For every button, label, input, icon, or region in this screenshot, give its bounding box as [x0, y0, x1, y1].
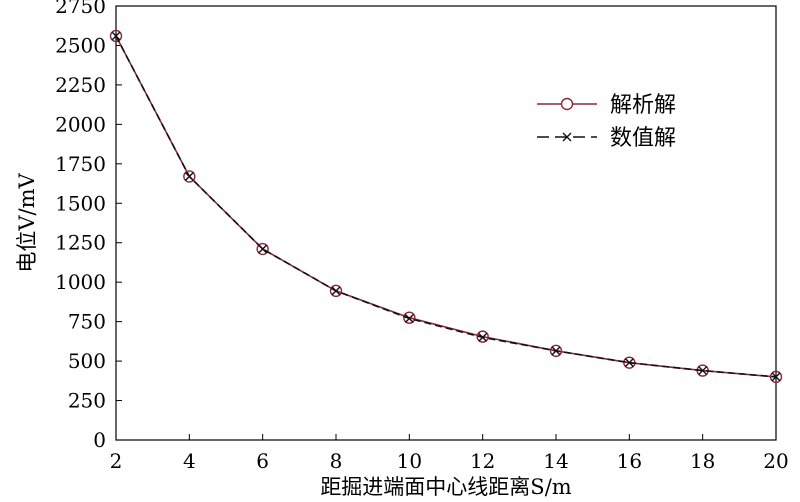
x-marker	[478, 332, 488, 342]
circle-marker	[109, 29, 123, 43]
x-tick-label: 6	[256, 449, 269, 473]
series-line-2	[115, 35, 777, 378]
circle-marker	[256, 242, 269, 256]
x-tick-label: 2	[110, 449, 123, 473]
legend-x-marker	[562, 132, 572, 142]
x-marker	[184, 171, 194, 181]
circle-marker	[476, 330, 489, 343]
y-tick-label: 2500	[55, 33, 106, 57]
circle-marker	[769, 370, 783, 384]
x-marker	[698, 366, 708, 376]
x-marker	[258, 244, 268, 254]
x-tick-label: 14	[543, 449, 568, 473]
circle-marker	[403, 311, 416, 324]
x-tick-label: 8	[330, 449, 343, 473]
x-marker	[771, 372, 781, 382]
legend-label-2: 数值解	[610, 126, 676, 151]
circle-marker	[329, 284, 343, 298]
y-tick-label: 2250	[55, 73, 106, 97]
legend-circle-marker	[560, 97, 574, 111]
y-axis-title: 电位V/mV	[15, 173, 39, 273]
circle-marker	[183, 170, 196, 183]
series-layer	[109, 29, 783, 384]
x-tick-label: 4	[183, 449, 196, 473]
x-marker	[551, 346, 561, 356]
y-tick-label: 1000	[55, 270, 106, 294]
x-tick-label: 16	[617, 449, 642, 473]
y-tick-label: 1250	[55, 231, 106, 255]
x-marker	[331, 286, 341, 296]
y-tick-label: 250	[68, 389, 106, 413]
y-tick-label: 1500	[55, 191, 106, 215]
x-tick-label: 12	[470, 449, 495, 473]
axis-ticks: 2 4 6 8 10 12 14 16 18 20 0 250 500 750 1000 1250 1500 17…	[55, 0, 789, 473]
y-tick-label: 2750	[55, 0, 106, 18]
x-tick-label: 20	[763, 449, 788, 473]
x-tick-label: 18	[690, 449, 715, 473]
y-tick-label: 750	[68, 310, 106, 334]
x-marker	[111, 31, 121, 41]
x-axis-title: 距掘进端面中心线距离S/m	[320, 475, 571, 499]
y-tick-label: 500	[68, 349, 106, 373]
y-tick-label: 0	[93, 428, 106, 452]
y-tick-label: 1750	[55, 152, 106, 176]
y-tick-label: 2000	[55, 112, 106, 136]
legend-label-1: 解析解	[610, 93, 676, 118]
circle-marker	[549, 344, 563, 358]
x-marker	[624, 358, 634, 368]
x-tick-label: 10	[397, 449, 422, 473]
plot-area	[115, 5, 777, 441]
x-marker	[404, 313, 414, 323]
